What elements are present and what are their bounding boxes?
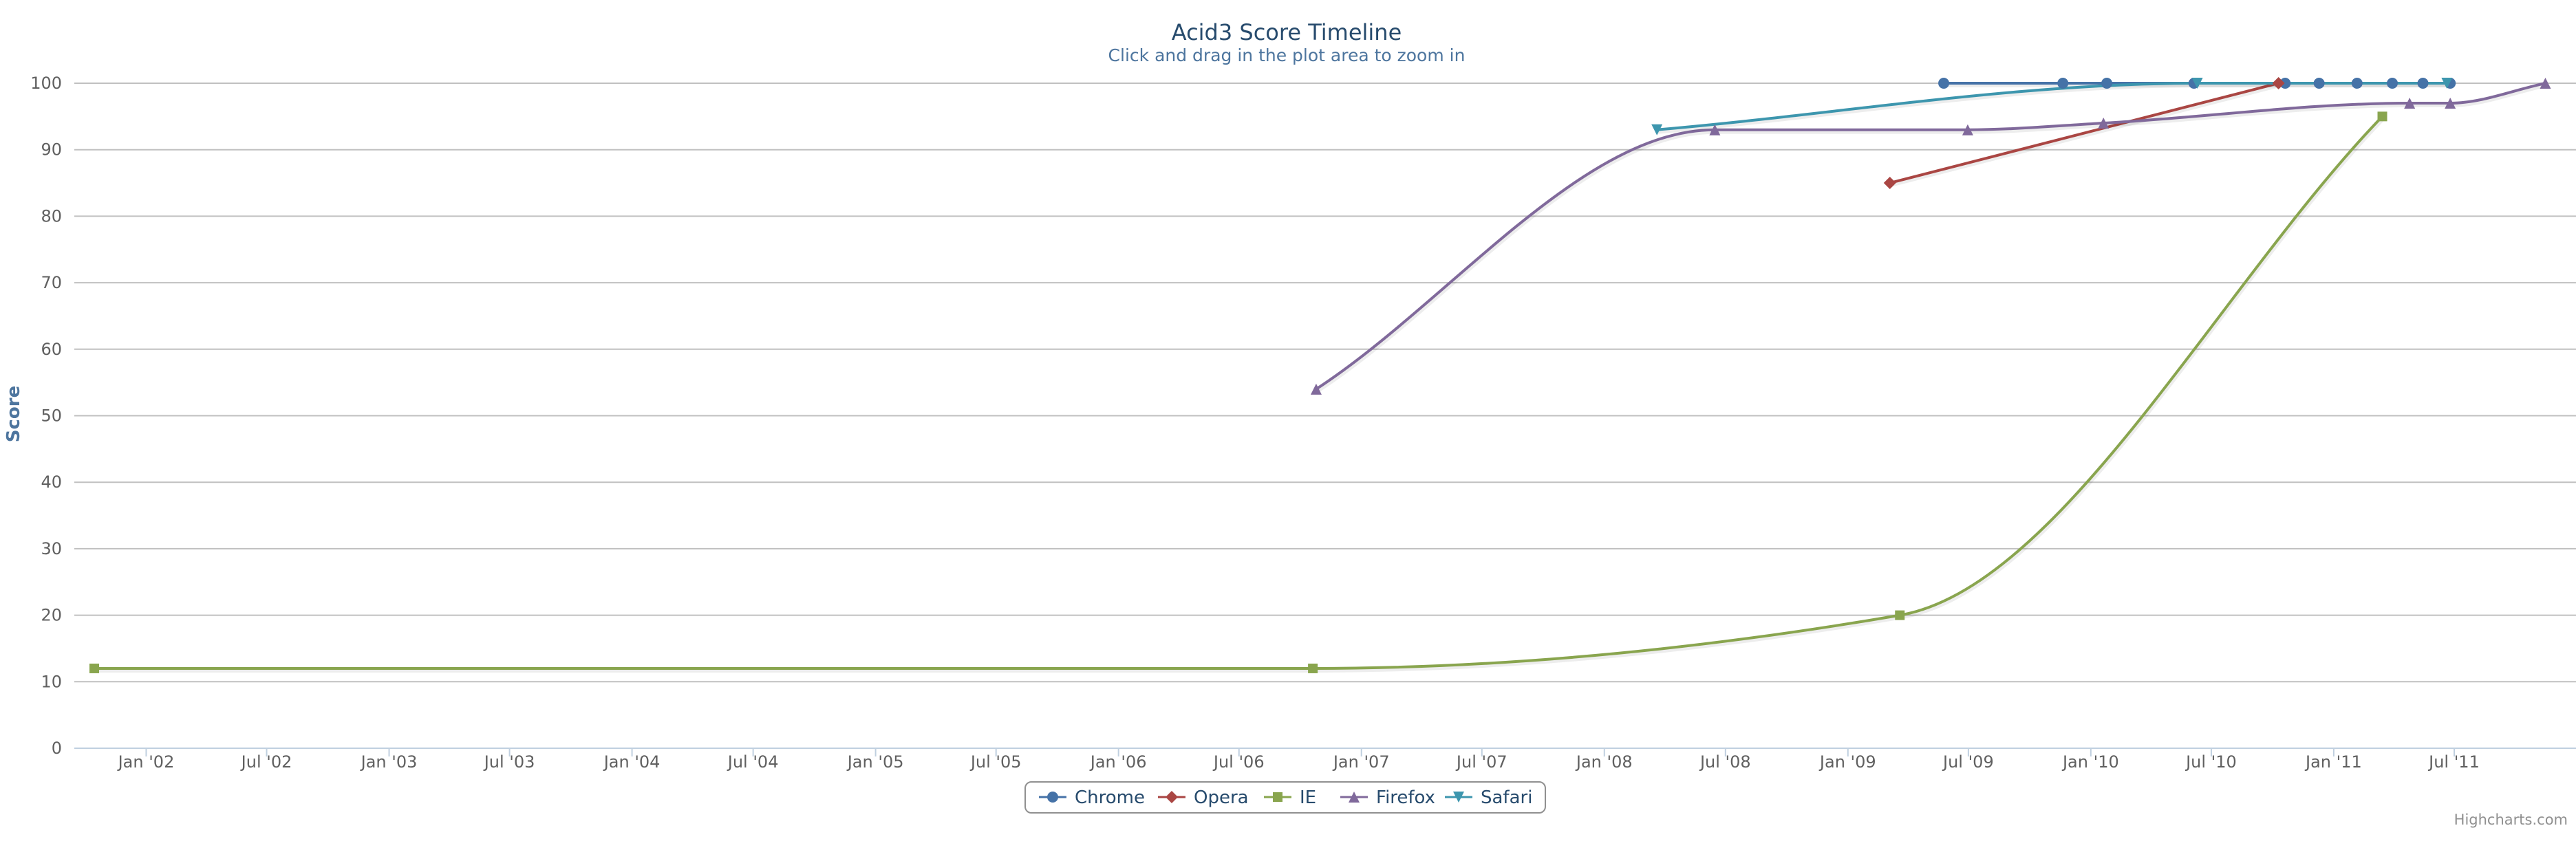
legend-label: Chrome [1075, 787, 1145, 808]
data-point-safari[interactable] [2441, 78, 2453, 89]
data-point-safari[interactable] [1651, 124, 1663, 135]
data-point-ie[interactable] [2377, 111, 2387, 122]
legend-marker-opera[interactable] [1166, 791, 1178, 803]
y-tick-label: 40 [41, 472, 62, 492]
data-point-ie[interactable] [89, 663, 100, 673]
x-tick-label: Jul '11 [2427, 752, 2480, 772]
grid [74, 83, 2576, 749]
y-tick-label: 70 [41, 273, 62, 292]
series-layer[interactable] [94, 81, 2547, 673]
x-tick-label: Jul '04 [727, 752, 779, 772]
x-tick-label: Jan '08 [1575, 752, 1633, 772]
legend-label: Opera [1194, 787, 1249, 808]
markers-layer[interactable] [89, 77, 2551, 673]
data-point-chrome[interactable] [2313, 78, 2325, 89]
x-tick-label: Jul '02 [240, 752, 292, 772]
x-tick-label: Jul '05 [969, 752, 1022, 772]
credits-link[interactable]: Highcharts.com [2454, 811, 2568, 828]
y-tick-label: 0 [52, 739, 62, 758]
series-line-opera[interactable] [1889, 82, 2279, 184]
legend-label: Firefox [1376, 787, 1435, 808]
x-tick-label: Jan '05 [846, 752, 904, 772]
chart-subtitle: Click and drag in the plot area to zoom … [1108, 45, 1466, 65]
x-tick-label: Jan '02 [117, 752, 175, 772]
data-point-firefox[interactable] [2540, 78, 2551, 89]
data-point-firefox[interactable] [1709, 124, 1721, 135]
x-tick-label: Jan '10 [2061, 752, 2119, 772]
y-tick-label: 100 [30, 74, 62, 93]
x-tick-label: Jul '06 [1212, 752, 1265, 772]
x-tick-label: Jan '06 [1089, 752, 1147, 772]
data-point-chrome[interactable] [1938, 78, 1950, 89]
series-line-firefox[interactable] [1315, 82, 2546, 391]
x-tick-label: Jan '03 [360, 752, 418, 772]
x-tick-label: Jul '03 [483, 752, 535, 772]
legend-marker-chrome[interactable] [1047, 792, 1058, 803]
legend-item-safari[interactable]: Safari [1445, 787, 1532, 808]
y-axis-label: Score [3, 386, 24, 442]
legend-marker-safari[interactable] [1453, 792, 1464, 803]
data-point-safari[interactable] [2191, 78, 2203, 89]
data-point-chrome[interactable] [2279, 78, 2291, 89]
data-point-chrome[interactable] [2101, 78, 2113, 89]
x-tick-label: Jan '11 [2304, 752, 2362, 772]
y-tick-label: 10 [41, 672, 62, 691]
legend-label: IE [1300, 787, 1316, 808]
data-point-ie[interactable] [1895, 610, 1905, 620]
data-point-firefox[interactable] [1310, 383, 1322, 395]
data-point-firefox[interactable] [1962, 124, 1973, 135]
x-tick-label: Jan '09 [1818, 752, 1876, 772]
data-point-ie[interactable] [1308, 663, 1318, 673]
legend-marker-ie[interactable] [1273, 792, 1282, 802]
chart-title: Acid3 Score Timeline [1172, 19, 1402, 45]
y-tick-label: 90 [41, 140, 62, 160]
legend-item-opera[interactable]: Opera [1158, 787, 1249, 808]
data-point-chrome[interactable] [2351, 78, 2363, 89]
x-tick-label: Jul '07 [1455, 752, 1507, 772]
x-tick-label: Jul '09 [1942, 752, 1994, 772]
legend[interactable]: Chrome Opera IE Firefox Safari [1024, 781, 1546, 814]
x-tick-label: Jan '04 [603, 752, 661, 772]
x-tick-label: Jul '10 [2185, 752, 2237, 772]
data-point-opera[interactable] [2272, 77, 2285, 89]
data-point-firefox[interactable] [2098, 118, 2110, 129]
x-tick-label: Jan '07 [1332, 752, 1390, 772]
y-axis-ticks: 0 10 20 30 40 50 60 70 80 90 100 [30, 74, 62, 758]
legend-marker-firefox[interactable] [1349, 792, 1360, 803]
data-point-firefox[interactable] [2404, 98, 2416, 109]
y-tick-label: 50 [41, 406, 62, 426]
data-point-opera[interactable] [1883, 177, 1896, 190]
y-tick-label: 60 [41, 340, 62, 359]
x-tick-label: Jul '08 [1699, 752, 1751, 772]
legend-item-firefox[interactable]: Firefox [1340, 787, 1435, 808]
legend-label: Safari [1481, 787, 1532, 808]
legend-item-chrome[interactable]: Chrome [1039, 787, 1145, 808]
y-tick-label: 80 [41, 206, 62, 226]
x-axis: Jan '02 Jul '02 Jan '03 Jul '03 Jan '04 Jul '… [74, 748, 2576, 772]
series-line-ie[interactable] [94, 115, 2383, 670]
series-line-safari[interactable] [1657, 81, 2447, 131]
y-tick-label: 20 [41, 606, 62, 625]
data-point-chrome[interactable] [2387, 78, 2398, 89]
data-point-chrome[interactable] [2057, 78, 2069, 89]
series-shadow-opera [1889, 82, 2280, 187]
y-tick-label: 30 [41, 539, 62, 558]
data-point-firefox[interactable] [2445, 98, 2456, 109]
data-point-chrome[interactable] [2417, 78, 2429, 89]
legend-item-ie[interactable]: IE [1264, 787, 1316, 808]
